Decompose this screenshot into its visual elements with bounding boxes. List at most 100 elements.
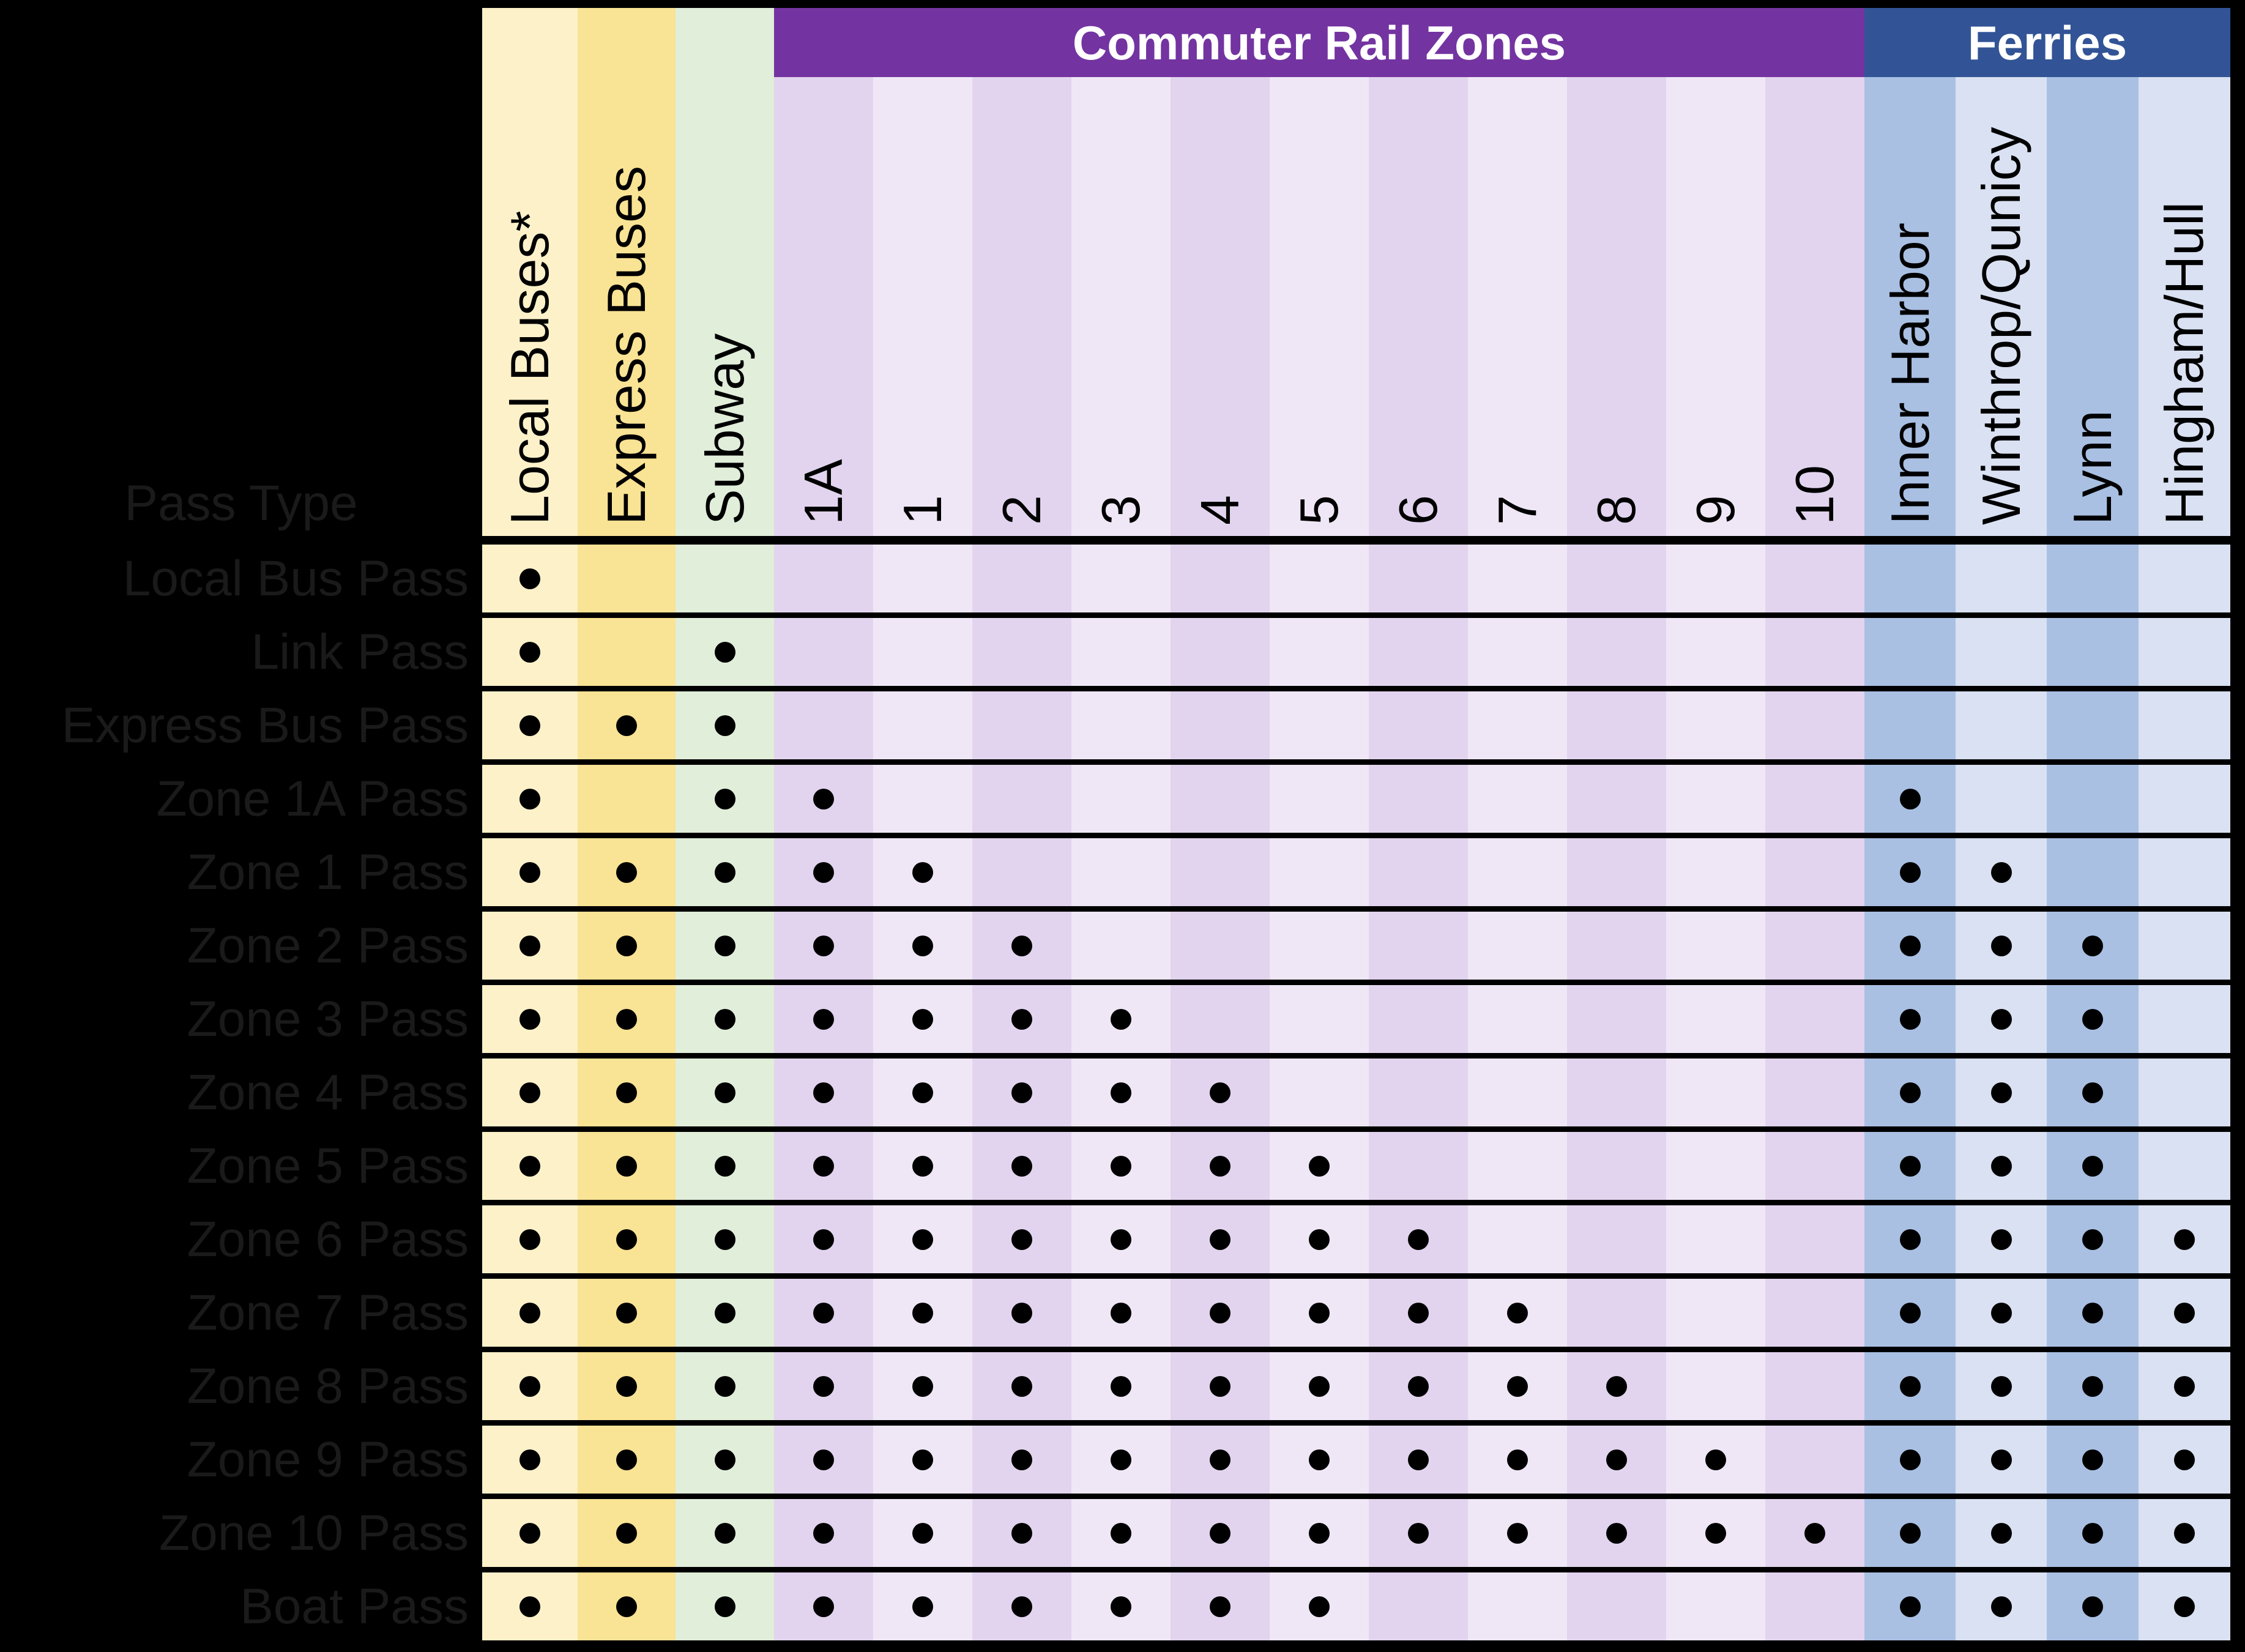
row-label: Link Pass xyxy=(0,618,482,691)
coverage-dot xyxy=(2174,1596,2195,1617)
matrix-cell xyxy=(1468,912,1567,985)
matrix-cell xyxy=(1468,1499,1567,1572)
coverage-dot xyxy=(1990,1596,2012,1617)
coverage-dot xyxy=(1111,1155,1131,1177)
row-label: Zone 10 Pass xyxy=(0,1499,482,1572)
matrix-cell xyxy=(1071,545,1171,618)
matrix-cell xyxy=(1171,838,1270,912)
coverage-dot xyxy=(1309,1596,1330,1617)
ferries-banner: Ferries xyxy=(1864,8,2230,77)
coverage-dot xyxy=(1011,1596,1032,1617)
matrix-cell xyxy=(1956,985,2047,1059)
matrix-cell xyxy=(1864,691,1956,765)
coverage-dot xyxy=(2174,1449,2195,1470)
matrix-cell xyxy=(873,765,972,838)
coverage-dot xyxy=(616,1375,637,1397)
row-label-text: Zone 4 Pass xyxy=(187,1064,469,1120)
matrix-cell xyxy=(1567,765,1666,838)
matrix-cell xyxy=(1956,912,2047,985)
matrix-cell xyxy=(2139,691,2230,765)
matrix-cell xyxy=(1864,618,1956,691)
coverage-dot xyxy=(2082,1596,2103,1617)
column-header-zone_6: 6 xyxy=(1369,8,1468,545)
coverage-dot xyxy=(714,1302,735,1323)
matrix-cell xyxy=(1666,691,1765,765)
coverage-dot xyxy=(1111,1375,1131,1397)
coverage-dot xyxy=(1507,1375,1528,1397)
matrix-cell xyxy=(1468,1059,1567,1132)
matrix-cell xyxy=(873,618,972,691)
matrix-cell xyxy=(774,1352,873,1426)
matrix-cell xyxy=(972,1279,1071,1352)
coverage-dot xyxy=(1899,788,1921,809)
matrix-cell xyxy=(1071,1499,1171,1572)
matrix-cell xyxy=(2139,1352,2230,1426)
row-label-text: Local Bus Pass xyxy=(122,550,469,606)
column-header-hingham_hull: Hingham/Hull xyxy=(2139,8,2230,545)
coverage-dot xyxy=(519,1302,540,1323)
coverage-dot xyxy=(714,788,735,809)
coverage-dot xyxy=(1011,1082,1032,1103)
commuter-rail-zones-banner-label: Commuter Rail Zones xyxy=(1072,15,1566,70)
row-label-text: Zone 3 Pass xyxy=(187,991,469,1047)
coverage-dot xyxy=(519,861,540,883)
matrix-cell xyxy=(774,765,873,838)
coverage-dot xyxy=(912,861,933,883)
matrix-cell xyxy=(972,1132,1071,1205)
matrix-cell xyxy=(1071,618,1171,691)
matrix-cell xyxy=(972,1426,1071,1499)
matrix-cell xyxy=(2047,1572,2139,1646)
coverage-dot xyxy=(616,1449,637,1470)
coverage-dot xyxy=(2082,1229,2103,1250)
matrix-cell xyxy=(1864,838,1956,912)
coverage-dot xyxy=(1011,935,1032,956)
matrix-cell xyxy=(1468,618,1567,691)
coverage-dot xyxy=(912,935,933,956)
matrix-cell xyxy=(1567,838,1666,912)
matrix-cell xyxy=(873,838,972,912)
coverage-dot xyxy=(1011,1375,1032,1397)
matrix-cell xyxy=(1765,1572,1864,1646)
matrix-cell xyxy=(774,1426,873,1499)
matrix-cell xyxy=(972,912,1071,985)
column-header-label-zone_9: 9 xyxy=(1685,495,1746,525)
matrix-cell xyxy=(676,912,774,985)
matrix-cell xyxy=(873,1059,972,1132)
coverage-dot xyxy=(1111,1596,1131,1617)
column-header-zone_8: 8 xyxy=(1567,8,1666,545)
coverage-dot xyxy=(1899,1082,1921,1103)
matrix-cell xyxy=(2047,1499,2139,1572)
matrix-cell xyxy=(1666,1059,1765,1132)
coverage-dot xyxy=(519,715,540,736)
coverage-dot xyxy=(1804,1522,1825,1544)
matrix-cell xyxy=(774,1279,873,1352)
matrix-cell xyxy=(1270,1352,1369,1426)
coverage-dot xyxy=(1507,1522,1528,1544)
row-label: Zone 9 Pass xyxy=(0,1426,482,1499)
matrix-cell xyxy=(873,1279,972,1352)
matrix-cell xyxy=(972,691,1071,765)
coverage-dot xyxy=(519,1375,540,1397)
matrix-cell xyxy=(676,618,774,691)
matrix-cell xyxy=(1864,765,1956,838)
coverage-dot xyxy=(616,1596,637,1617)
coverage-dot xyxy=(1507,1449,1528,1470)
coverage-dot xyxy=(714,1082,735,1103)
matrix-cell xyxy=(1468,1132,1567,1205)
matrix-cell xyxy=(1369,618,1468,691)
matrix-cell xyxy=(1468,1572,1567,1646)
row-label: Local Bus Pass xyxy=(0,545,482,618)
coverage-dot xyxy=(616,1302,637,1323)
matrix-cell xyxy=(578,1426,676,1499)
matrix-cell xyxy=(676,1132,774,1205)
coverage-dot xyxy=(1507,1302,1528,1323)
matrix-cell xyxy=(1666,1426,1765,1499)
coverage-dot xyxy=(1111,1302,1131,1323)
coverage-dot xyxy=(1705,1449,1726,1470)
row-label-text: Zone 1 Pass xyxy=(187,844,469,900)
coverage-dot xyxy=(1408,1229,1429,1250)
matrix-cell xyxy=(1071,765,1171,838)
matrix-cell xyxy=(1171,691,1270,765)
matrix-cell xyxy=(1567,1205,1666,1279)
matrix-cell xyxy=(1071,1352,1171,1426)
